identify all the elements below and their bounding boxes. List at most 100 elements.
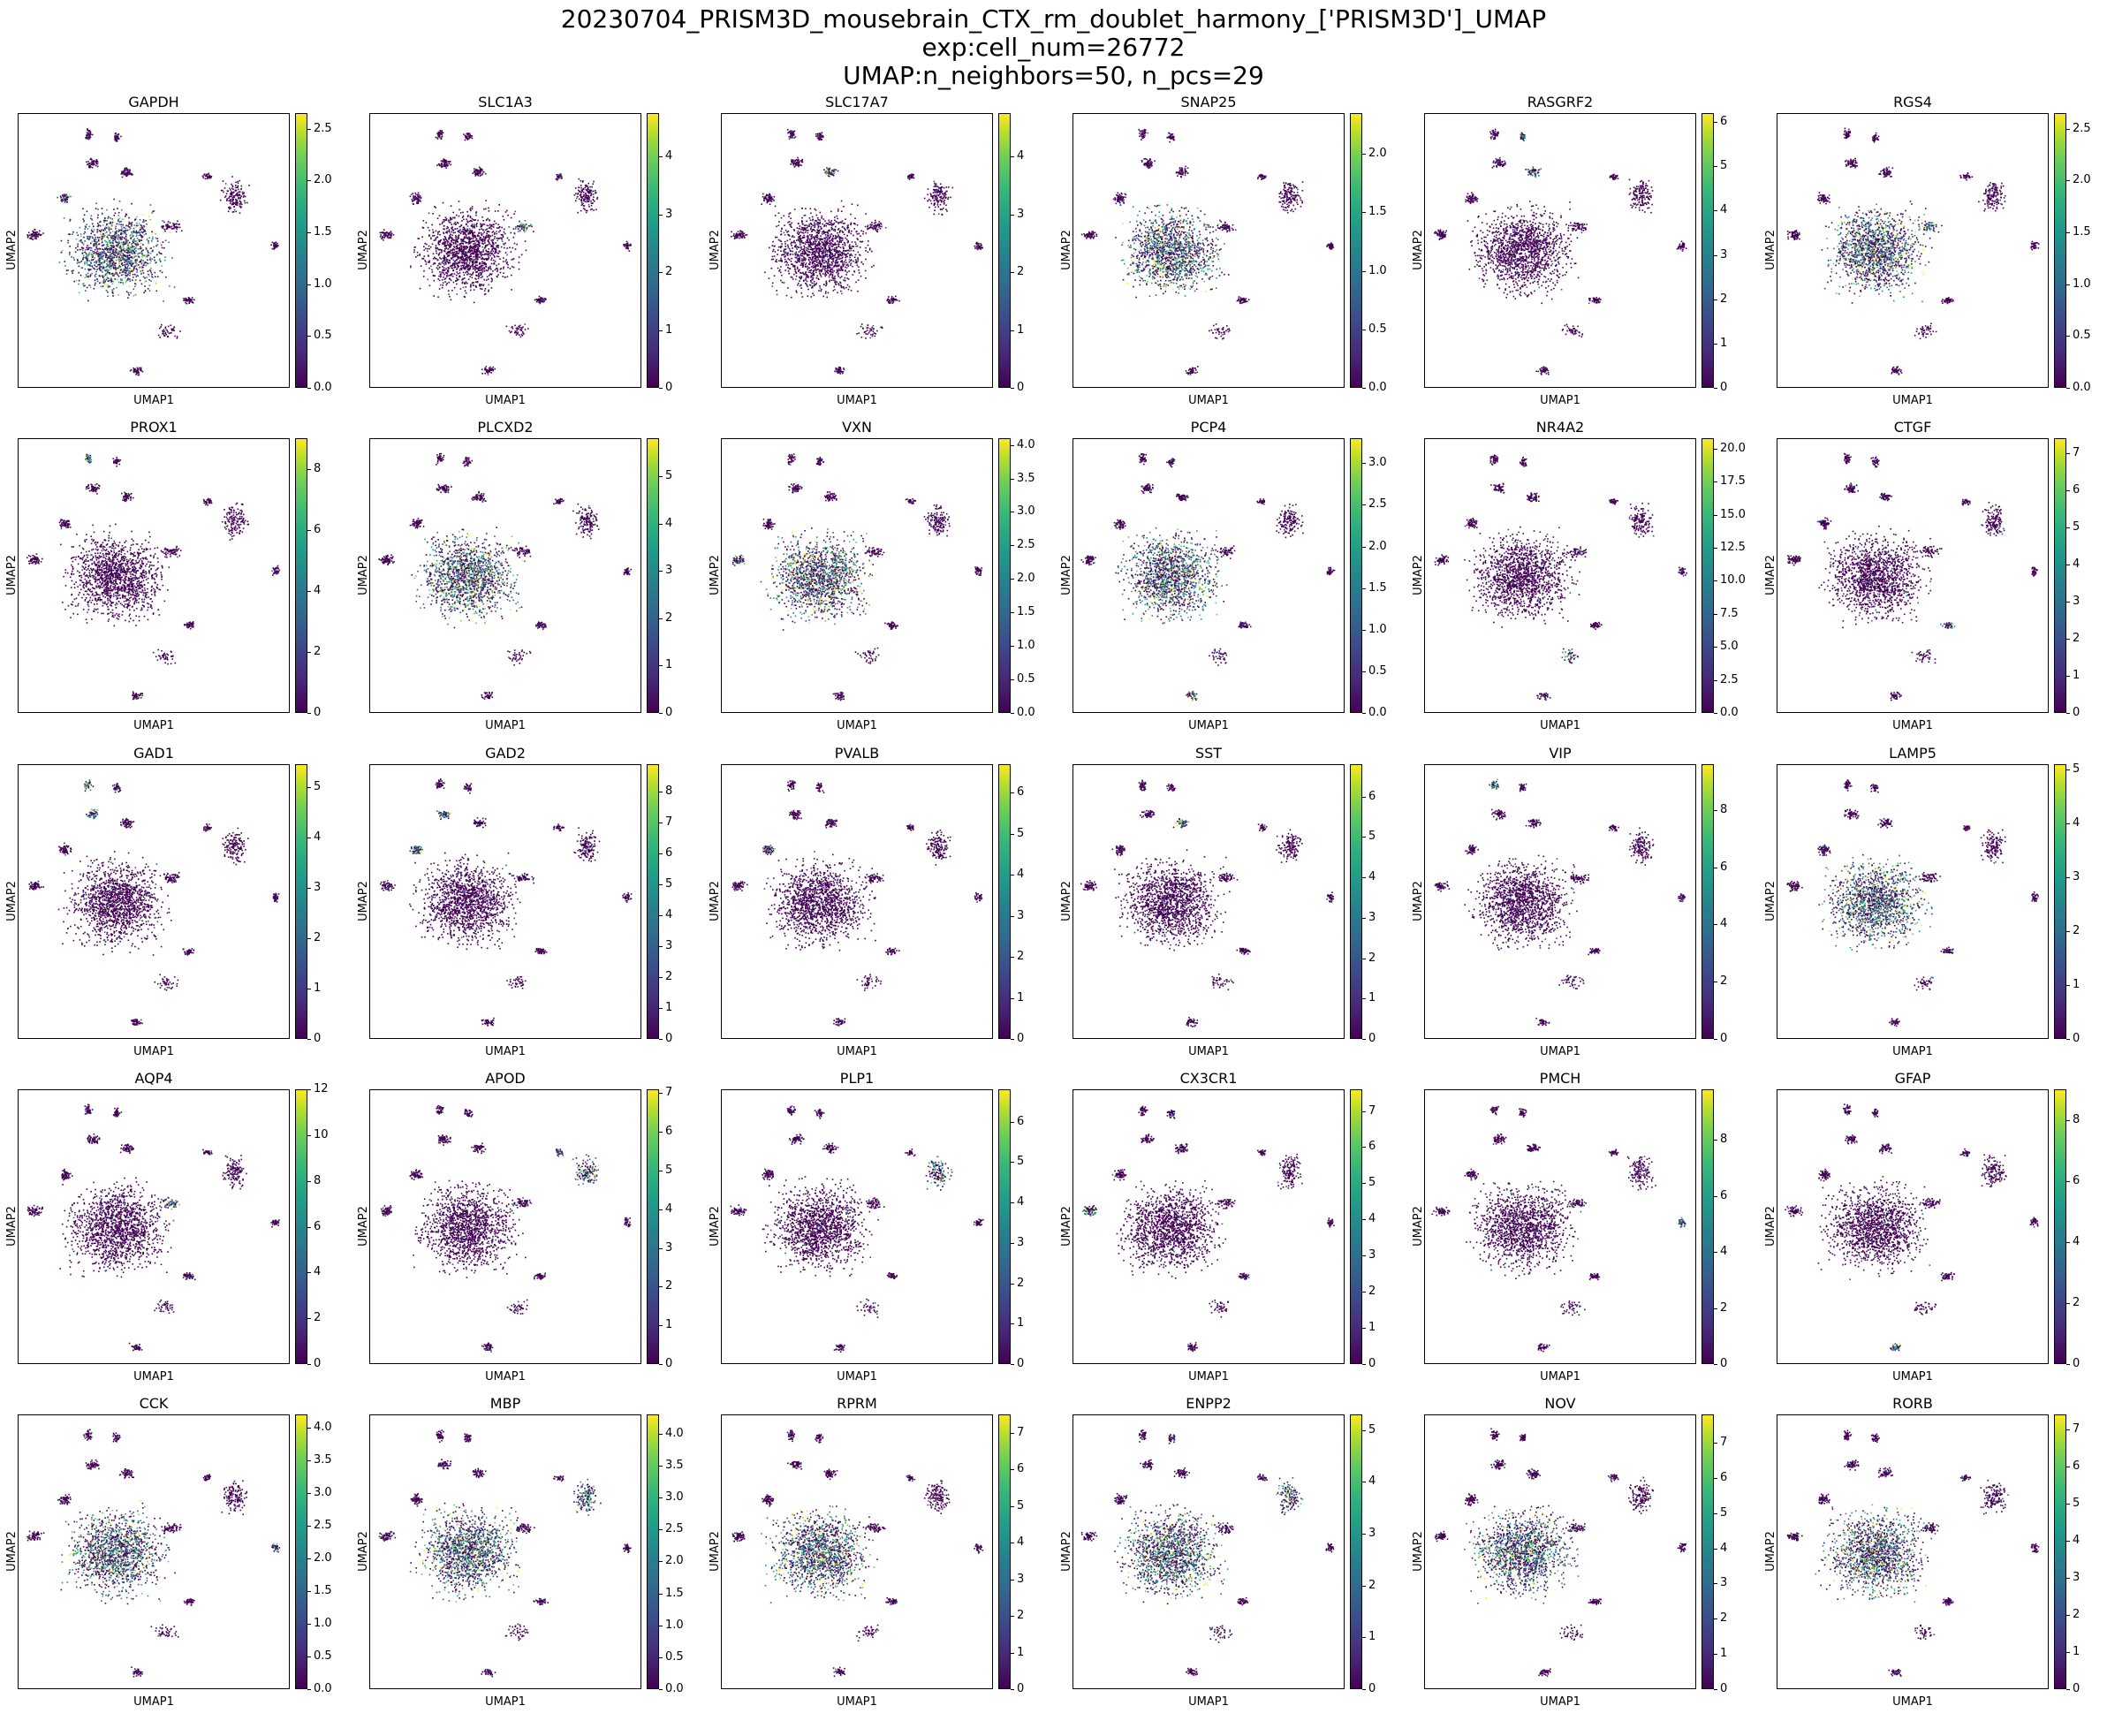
cell-point (772, 256, 774, 258)
cell-point (169, 333, 171, 335)
cell-point (95, 242, 96, 244)
cell-point (90, 158, 92, 160)
cell-point (793, 237, 795, 239)
cell-point (105, 267, 107, 269)
cell-point (129, 280, 131, 282)
cell-point (148, 279, 150, 281)
cell-point (145, 265, 147, 267)
cell-point (484, 259, 486, 261)
cell-point (127, 279, 129, 281)
cell-point (459, 252, 460, 254)
cell-point (125, 175, 127, 177)
cell-point (475, 286, 477, 288)
cell-point (84, 263, 86, 265)
cell-point (539, 301, 541, 303)
cell-point (37, 231, 39, 233)
cell-point (442, 284, 443, 286)
cell-point (626, 241, 628, 243)
cell-point (630, 245, 632, 246)
cell-point (585, 199, 587, 201)
cell-point (486, 251, 488, 253)
cell-point (791, 243, 792, 245)
cell-point (445, 257, 447, 259)
cell-point (146, 262, 148, 264)
cell-point (161, 324, 163, 326)
cell-point (472, 252, 474, 254)
cell-point (819, 273, 821, 275)
cell-point (503, 261, 504, 262)
cell-point (84, 240, 86, 242)
cell-point (188, 303, 190, 305)
cell-point (509, 330, 511, 332)
cell-point (441, 133, 443, 134)
cell-point (475, 245, 477, 246)
cell-point (439, 224, 441, 225)
cell-point (122, 228, 124, 230)
cell-point (477, 244, 479, 246)
cell-point (776, 259, 777, 261)
cell-point (492, 270, 494, 272)
cell-point (96, 229, 98, 231)
cell-point (423, 246, 425, 247)
cell-point (841, 253, 843, 254)
cell-point (176, 231, 178, 233)
cell-point (34, 236, 36, 238)
cell-point (152, 277, 154, 278)
cell-point (69, 254, 71, 255)
cell-point (241, 188, 243, 190)
cell-point (436, 231, 437, 232)
cell-point (595, 190, 596, 192)
cell-point (810, 223, 812, 224)
cell-point (507, 264, 509, 266)
cell-point (807, 232, 809, 234)
cell-point (429, 285, 431, 287)
cell-point (110, 267, 112, 269)
cell-point (82, 284, 84, 285)
cell-point (92, 134, 94, 136)
cell-point (470, 254, 472, 255)
cell-point (87, 254, 88, 256)
cell-point (514, 325, 516, 327)
tick-text: 2 (665, 265, 672, 278)
cell-point (243, 196, 245, 198)
cell-point (472, 262, 474, 264)
cell-point (168, 326, 170, 328)
cell-point (115, 226, 117, 228)
cell-point (470, 255, 472, 257)
cell-point (107, 234, 109, 236)
cell-point (89, 137, 91, 139)
cell-point (433, 263, 435, 265)
cell-point (523, 333, 525, 335)
cell-point (137, 369, 139, 371)
cell-point (487, 218, 489, 220)
cell-point (146, 281, 148, 283)
cell-point (83, 245, 85, 246)
cell-point (237, 181, 239, 183)
cell-point (147, 254, 148, 256)
cell-point (129, 173, 131, 175)
cell-point (106, 225, 108, 227)
cell-point (486, 372, 488, 374)
cell-point (87, 262, 88, 264)
cell-point (482, 251, 484, 253)
cell-point (454, 264, 456, 266)
cell-point (472, 231, 474, 233)
cell-point (476, 223, 478, 224)
cell-point (82, 259, 84, 261)
cell-point (865, 270, 867, 272)
cell-point (106, 263, 108, 265)
cell-point (454, 217, 456, 219)
cell-point (87, 277, 89, 278)
cell-point (481, 261, 483, 262)
cell-point (417, 200, 419, 201)
cell-point (94, 268, 95, 269)
cell-point (162, 272, 163, 274)
cell-point (820, 212, 822, 214)
cell-point (503, 235, 504, 237)
cell-point (521, 227, 523, 229)
cell-point (102, 236, 103, 238)
cell-point (446, 228, 448, 230)
cell-point (140, 247, 142, 249)
cell-point (57, 197, 58, 199)
cell-point (95, 239, 97, 240)
